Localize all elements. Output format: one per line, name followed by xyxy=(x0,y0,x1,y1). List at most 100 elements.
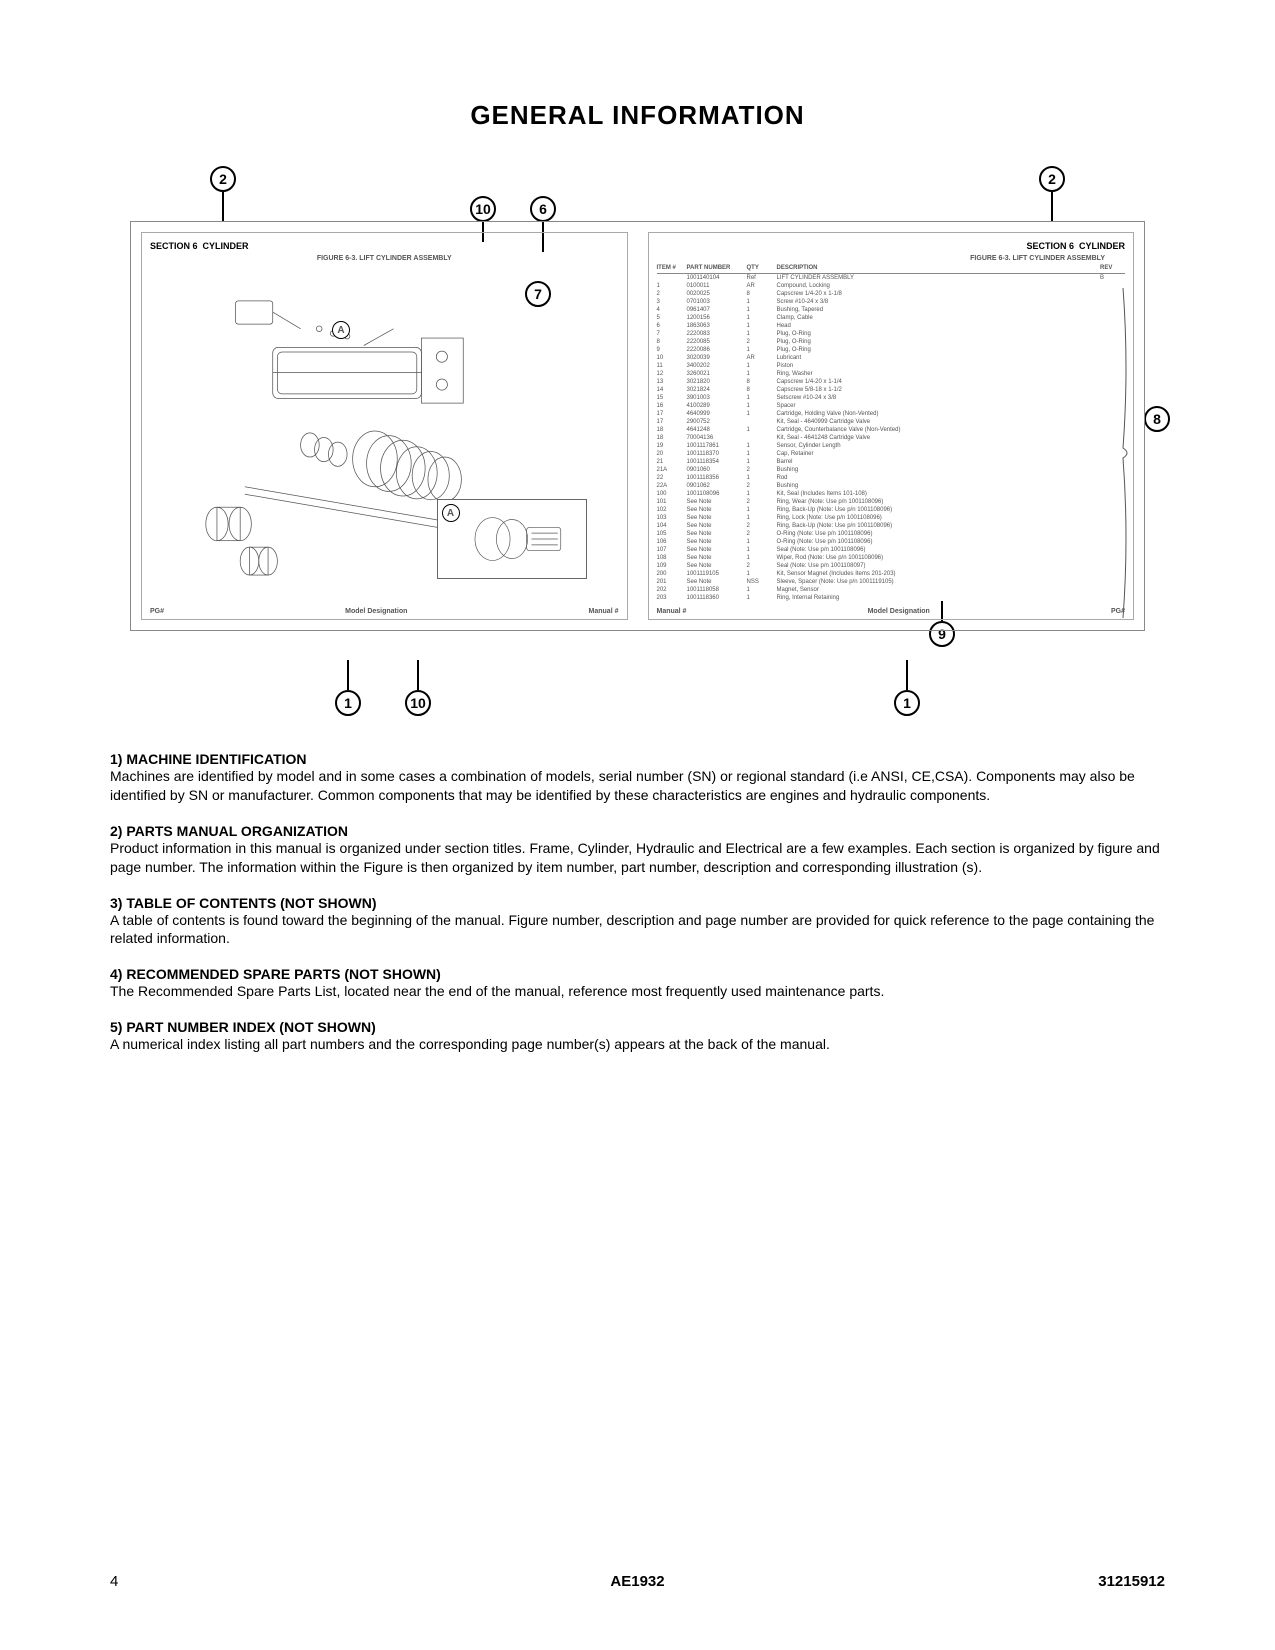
table-row: 103See Note1Ring, Lock (Note: Use p/n 10… xyxy=(657,514,1126,522)
table-row: 107See Note1Seal (Note: Use p/n 10011080… xyxy=(657,546,1126,554)
col-part: PART NUMBER xyxy=(687,265,747,271)
callout-circle: 1 xyxy=(894,690,920,716)
right-panel: SECTION 6 CYLINDER FIGURE 6-3. LIFT CYLI… xyxy=(648,232,1135,620)
callout-circle: 1 xyxy=(335,690,361,716)
callout-1-left: 1 xyxy=(335,660,361,716)
table-row: 102See Note1Ring, Back-Up (Note: Use p/n… xyxy=(657,506,1126,514)
table-row: 200200258Capscrew 1/4-20 x 1-1/8 xyxy=(657,290,1126,298)
table-row: 1641002891Spacer xyxy=(657,402,1126,410)
footer-pg: PG# xyxy=(150,608,164,615)
table-row: 101See Note2Ring, Wear (Note: Use p/n 10… xyxy=(657,498,1126,506)
table-row: 103020039ARLubricant xyxy=(657,354,1126,362)
table-row: 722200831Plug, O-Ring xyxy=(657,330,1126,338)
table-row: 1746409991Cartridge, Holding Valve (Non-… xyxy=(657,410,1126,418)
table-row: 1001140104RefLIFT CYLINDER ASSEMBLYB xyxy=(657,274,1126,282)
table-row: 109See Note2Seal (Note: Use p/n 10011080… xyxy=(657,562,1126,570)
table-row: 20310011183601Ring, Internal Retaining xyxy=(657,594,1126,602)
callout-10-bottom: 10 xyxy=(405,660,431,716)
col-rev: REV xyxy=(1100,265,1125,271)
col-qty: QTY xyxy=(747,265,777,271)
table-row: 512001561Clamp, Cable xyxy=(657,314,1126,322)
table-row: 2210011183561Rod xyxy=(657,474,1126,482)
table-row: 1846412481Cartridge, Counterbalance Valv… xyxy=(657,426,1126,434)
table-row: 108See Note1Wiper, Rod (Note: Use p/n 10… xyxy=(657,554,1126,562)
table-row: 104See Note2Ring, Back-Up (Note: Use p/n… xyxy=(657,522,1126,530)
brace-icon xyxy=(1111,288,1131,618)
table-row: 20210011180581Magnet, Sensor xyxy=(657,586,1126,594)
table-row: 307010031Screw #10-24 x 3/8 xyxy=(657,298,1126,306)
detail-inset: A xyxy=(437,499,587,579)
section-title: 4) RECOMMENDED SPARE PARTS (NOT SHOWN) xyxy=(110,966,1165,982)
table-row: 409614071Bushing, Tapered xyxy=(657,306,1126,314)
callout-8: 8 xyxy=(1144,406,1170,432)
table-row: 20010011191051Kit, Sensor Magnet (Includ… xyxy=(657,570,1126,578)
table-row: 1232600211Ring, Washer xyxy=(657,370,1126,378)
table-row: 106See Note1O-Ring (Note: Use p/n 100110… xyxy=(657,538,1126,546)
table-row: 618630631Head xyxy=(657,322,1126,330)
callout-2-right: 2 xyxy=(1039,166,1065,222)
exploded-view-illustration: A A xyxy=(152,273,617,589)
section-title: 1) MACHINE IDENTIFICATION xyxy=(110,751,1165,767)
page-footer: 4 AE1932 31215912 xyxy=(110,1573,1165,1590)
footer-model: Model Designation xyxy=(345,608,407,615)
section-1: 1) MACHINE IDENTIFICATION Machines are i… xyxy=(110,751,1165,805)
table-row: 10100011ARCompound, Locking xyxy=(657,282,1126,290)
section-body: A numerical index listing all part numbe… xyxy=(110,1035,1165,1054)
table-row: 22A09010622Bushing xyxy=(657,482,1126,490)
text-sections: 1) MACHINE IDENTIFICATION Machines are i… xyxy=(110,751,1165,1054)
table-row: 1330218208Capscrew 1/4-20 x 1-1/4 xyxy=(657,378,1126,386)
figure-title: FIGURE 6-3. LIFT CYLINDER ASSEMBLY xyxy=(657,255,1106,262)
callout-circle: 2 xyxy=(210,166,236,192)
callout-1-right: 1 xyxy=(894,660,920,716)
section-5: 5) PART NUMBER INDEX (NOT SHOWN) A numer… xyxy=(110,1019,1165,1054)
table-row: 21A09010602Bushing xyxy=(657,466,1126,474)
panel-section-header: SECTION 6 CYLINDER xyxy=(150,241,619,251)
table-row: 1430218248Capscrew 5/8-18 x 1-1/2 xyxy=(657,386,1126,394)
parts-table: ITEM # PART NUMBER QTY DESCRIPTION REV 1… xyxy=(657,263,1126,602)
callout-circle: 8 xyxy=(1144,406,1170,432)
callout-circle: 2 xyxy=(1039,166,1065,192)
callout-2-left: 2 xyxy=(210,166,236,222)
table-body: 1001140104RefLIFT CYLINDER ASSEMBLYB1010… xyxy=(657,274,1126,602)
footer-manual: Manual # xyxy=(589,608,619,615)
section-body: Machines are identified by model and in … xyxy=(110,767,1165,805)
table-row: 1910011178611Sensor, Cylinder Length xyxy=(657,442,1126,450)
section-title: 3) TABLE OF CONTENTS (NOT SHOWN) xyxy=(110,895,1165,911)
table-row: 1870004136Kit, Seal - 4641248 Cartridge … xyxy=(657,434,1126,442)
table-row: 201See NoteNSSSleeve, Spacer (Note: Use … xyxy=(657,578,1126,586)
figure-title: FIGURE 6-3. LIFT CYLINDER ASSEMBLY xyxy=(150,255,619,262)
table-row: 1539010031Setscrew #10-24 x 3/8 xyxy=(657,394,1126,402)
left-panel: SECTION 6 CYLINDER FIGURE 6-3. LIFT CYLI… xyxy=(141,232,628,620)
panel-section-header: SECTION 6 CYLINDER xyxy=(657,241,1126,251)
table-row: 922200861Plug, O-Ring xyxy=(657,346,1126,354)
section-3: 3) TABLE OF CONTENTS (NOT SHOWN) A table… xyxy=(110,895,1165,949)
diagram-panels: SECTION 6 CYLINDER FIGURE 6-3. LIFT CYLI… xyxy=(130,221,1145,631)
panel-footer-right: Manual # Model Designation PG# xyxy=(657,608,1126,615)
table-row: 2110011183541Barrel xyxy=(657,458,1126,466)
footer-manual: Manual # xyxy=(657,608,687,615)
table-row: 1134002021Piston xyxy=(657,362,1126,370)
section-body: The Recommended Spare Parts List, locate… xyxy=(110,982,1165,1001)
table-row: 2010011183701Cap, Retainer xyxy=(657,450,1126,458)
model-code: AE1932 xyxy=(610,1573,664,1590)
table-header: ITEM # PART NUMBER QTY DESCRIPTION REV xyxy=(657,263,1126,274)
section-body: Product information in this manual is or… xyxy=(110,839,1165,877)
col-item: ITEM # xyxy=(657,265,687,271)
footer-model: Model Designation xyxy=(868,608,930,615)
table-row: 10010011080961Kit, Seal (Includes Items … xyxy=(657,490,1126,498)
page-title: GENERAL INFORMATION xyxy=(110,100,1165,131)
section-title: 5) PART NUMBER INDEX (NOT SHOWN) xyxy=(110,1019,1165,1035)
section-4: 4) RECOMMENDED SPARE PARTS (NOT SHOWN) T… xyxy=(110,966,1165,1001)
callout-circle: 6 xyxy=(530,196,556,222)
table-row: 822200852Plug, O-Ring xyxy=(657,338,1126,346)
page-number: 4 xyxy=(110,1573,118,1590)
panel-footer-left: PG# Model Designation Manual # xyxy=(150,608,619,615)
diagram-area: 2 2 10 6 7 8 9 1 10 1 xyxy=(110,181,1165,701)
section-title: 2) PARTS MANUAL ORGANIZATION xyxy=(110,823,1165,839)
col-desc: DESCRIPTION xyxy=(777,265,1101,271)
callout-circle: 10 xyxy=(470,196,496,222)
table-row: 172900752Kit, Seal - 4640999 Cartridge V… xyxy=(657,418,1126,426)
section-body: A table of contents is found toward the … xyxy=(110,911,1165,949)
detail-marker-a: A xyxy=(332,321,350,339)
callout-circle: 10 xyxy=(405,690,431,716)
